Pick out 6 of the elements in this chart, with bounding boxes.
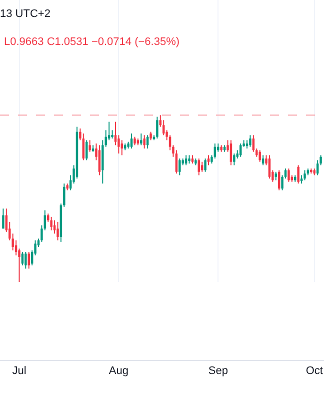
x-tick-label: Sep: [208, 365, 228, 378]
x-tick-label: Oct: [306, 365, 323, 378]
x-tick-label: Aug: [108, 365, 128, 378]
x-tick-label: Jul: [12, 365, 26, 378]
text: 13 UTC+2: [0, 8, 50, 20]
text: L0.9663 C1.0531 −0.0714 (−6.35%): [4, 36, 180, 48]
